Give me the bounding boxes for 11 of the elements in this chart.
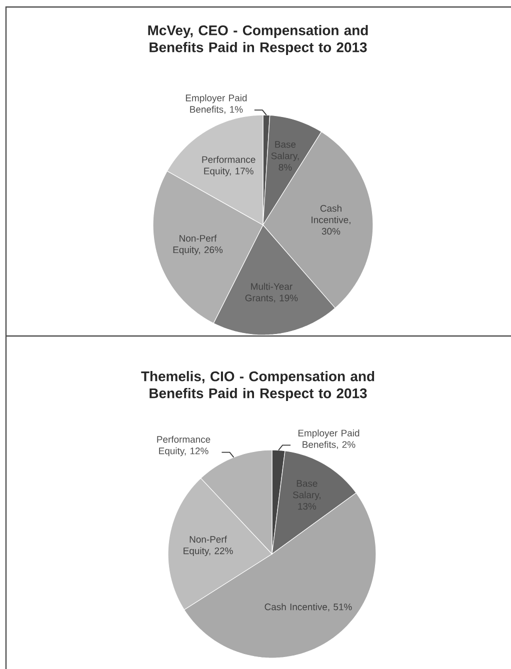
slice-label: Performance Equity, 12% bbox=[157, 436, 210, 456]
slice-label: Non-Perf Equity, 26% bbox=[173, 234, 223, 256]
slice-label: Non-Perf Equity, 22% bbox=[184, 536, 233, 556]
chart-title: Themelis, CIO - Compensation and Benefits Paid in Respect to 2013 bbox=[141, 371, 374, 401]
slice-label: Cash Incentive, 30% bbox=[312, 204, 350, 235]
slice-label: Cash Incentive, 51% bbox=[264, 603, 352, 612]
chart-title: McVey, CEO - Compensation and Benefits Paid in Respect to 2013 bbox=[148, 25, 368, 55]
slice-label: Employer Paid Benefits, 2% bbox=[298, 429, 360, 450]
slice-label: Performance Equity, 17% bbox=[202, 156, 256, 176]
slice-label: Employer Paid Benefits, 1% bbox=[186, 94, 247, 114]
slice-label: Multi-Year Grants, 19% bbox=[245, 282, 298, 302]
